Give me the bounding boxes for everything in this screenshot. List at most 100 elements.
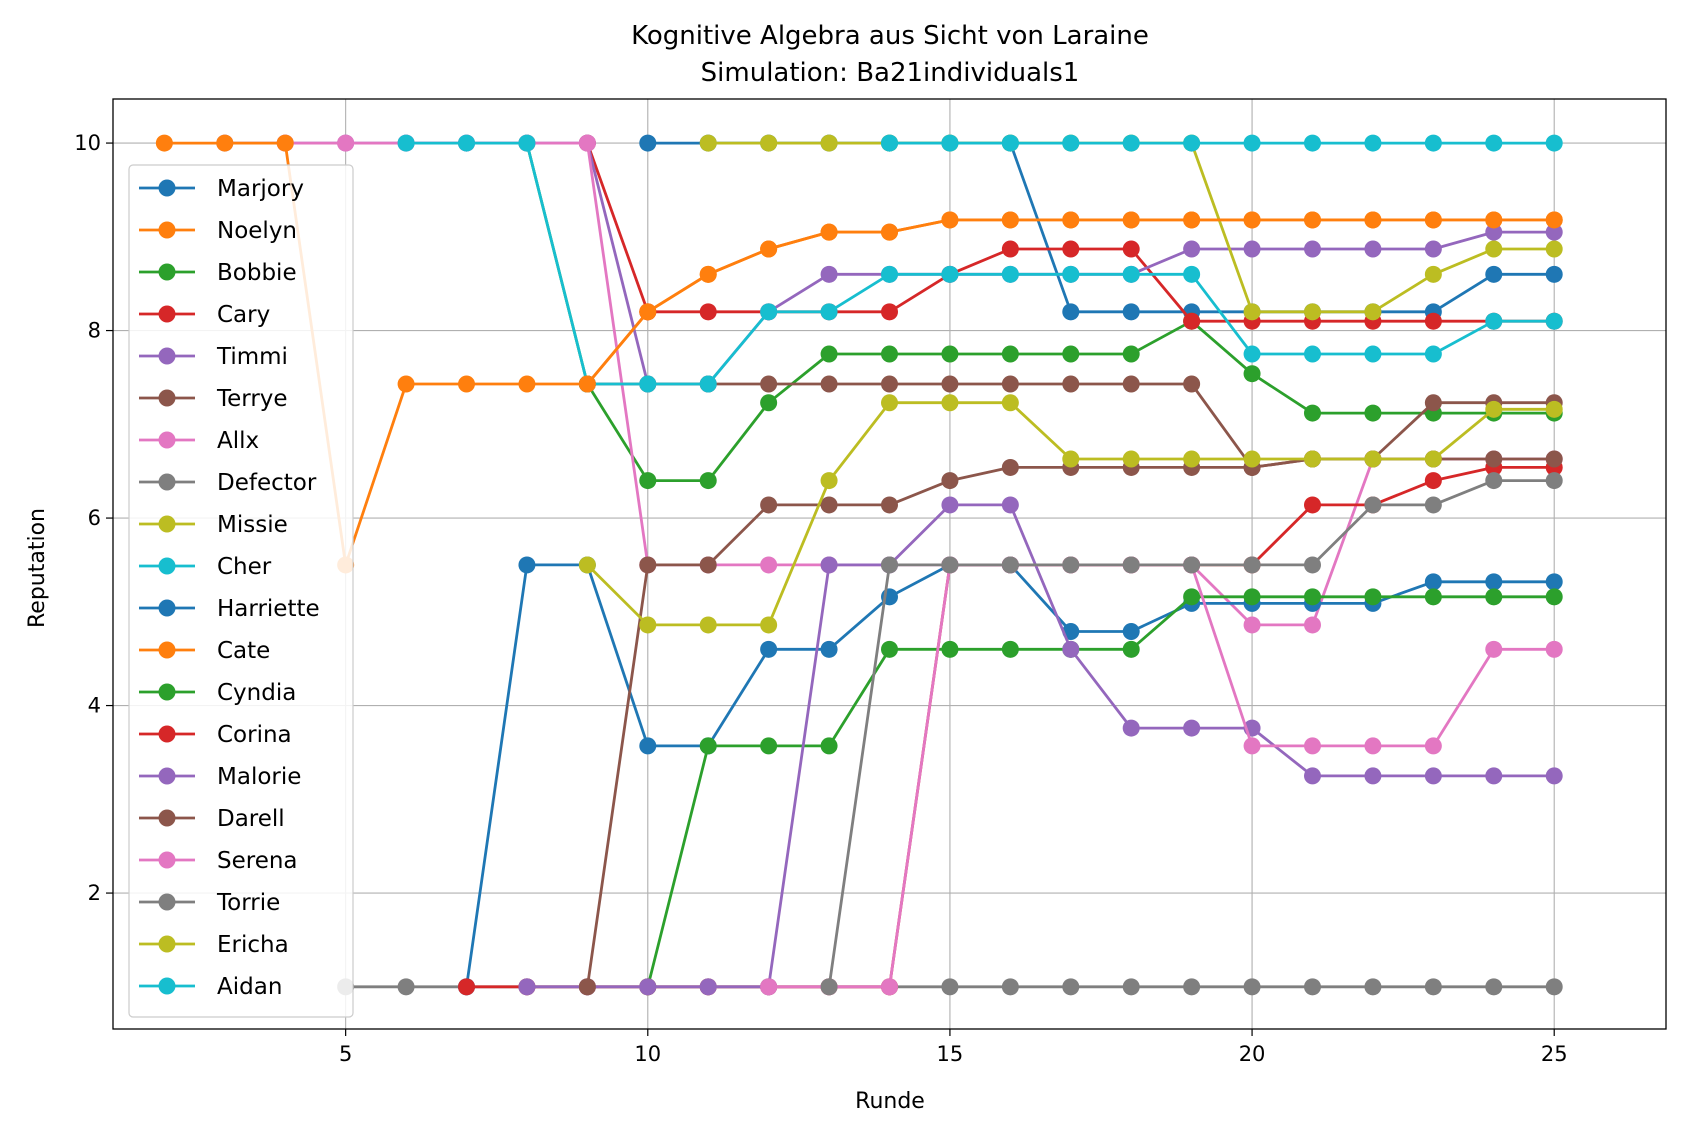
data-point-ericha [578,556,596,574]
series-bobbie [518,134,1563,490]
data-point-cate [1183,211,1201,229]
data-point-darell [699,556,717,574]
series-line-cher [406,141,1555,386]
plot-series [155,134,1563,996]
data-point-harriette [518,556,536,574]
data-point-harriette [1485,573,1503,591]
data-point-cyndia [820,737,838,755]
data-point-missie [1545,240,1563,258]
data-point-allx [578,134,596,152]
legend-label: Defector [217,470,317,496]
data-point-defector [1485,978,1503,996]
axis-ticks: 5 10 15 20 25 2 4 6 8 10 [74,131,1567,1066]
data-point-cher [760,303,778,321]
series-ericha [578,394,1563,634]
data-point-terrye [941,375,959,393]
data-point-aidan [941,134,959,152]
data-point-bobbie [881,345,898,363]
data-point-terrye [1062,375,1080,393]
legend-label: Aidan [217,974,282,1000]
y-tick-label: 8 [88,319,101,343]
legend-item-ericha: Ericha [139,932,289,958]
data-point-serena [1485,640,1503,658]
data-point-darell [760,496,778,514]
data-point-cate [1001,211,1019,229]
legend-marker [158,641,176,659]
data-point-cyndia [760,737,778,755]
series-line-malorie [526,503,1555,989]
data-point-aidan [1424,134,1442,152]
data-point-bobbie [1122,345,1140,363]
legend-label: Cyndia [217,680,296,706]
data-point-cate [155,134,173,152]
legend-item-terrye: Terrye [139,386,288,412]
data-point-cate [1062,211,1080,229]
data-point-cate [1243,211,1261,229]
legend-label: Cary [217,302,270,328]
data-point-cyndia [881,640,898,658]
legend-marker [158,515,176,533]
data-point-terrye [1424,394,1442,412]
data-point-malorie [1545,767,1563,785]
data-point-cher [1424,345,1442,363]
data-point-cate [276,134,294,152]
data-point-marjory [1122,303,1140,321]
data-point-corina [1424,472,1442,490]
legend-item-allx: Allx [139,428,259,454]
data-point-cher [1545,312,1563,330]
legend-item-marjory: Marjory [139,176,304,202]
data-point-defector [1122,978,1140,996]
data-point-cyndia [1424,588,1442,606]
data-point-cary [1183,312,1201,330]
legend-item-bobbie: Bobbie [139,260,297,286]
data-point-cate [216,134,234,152]
data-point-darell [941,472,959,490]
data-point-defector [1545,978,1563,996]
legend-marker [158,977,176,995]
data-point-cary [1062,240,1080,258]
data-point-cher [518,134,536,152]
data-point-bobbie [699,472,717,490]
data-point-cary [1424,312,1442,330]
data-point-aidan [1243,134,1261,152]
data-point-ericha [1122,450,1140,468]
legend-marker [158,221,176,239]
data-point-defector [1424,978,1442,996]
data-point-cyndia [1303,588,1321,606]
data-point-torrie [1243,556,1261,574]
series-cate [155,134,1563,574]
data-point-aidan [1545,134,1563,152]
legend-label: Harriette [217,596,320,622]
data-point-harriette [760,640,778,658]
data-point-cher [820,303,838,321]
legend-label: Missie [217,512,288,538]
data-point-cate [1424,211,1442,229]
data-point-aidan [1303,134,1321,152]
data-point-torrie [1303,556,1321,574]
data-point-torrie [941,556,959,574]
series-line-cate [164,141,1555,567]
data-point-bobbie [639,472,657,490]
data-point-torrie [1424,496,1442,514]
data-point-cate [1364,211,1382,229]
data-point-malorie [699,978,717,996]
data-point-cary [1001,240,1019,258]
data-point-harriette [1545,573,1563,591]
data-point-cate [941,211,959,229]
legend-item-cher: Cher [139,554,272,580]
data-point-darell [1545,450,1563,468]
data-point-cher [1364,345,1382,363]
data-point-ericha [1364,450,1382,468]
data-point-bobbie [1062,345,1080,363]
data-point-cher [1183,265,1201,283]
data-point-aidan [1183,134,1201,152]
data-point-allx [1243,616,1261,634]
data-point-cate [458,375,476,393]
data-point-darell [1485,450,1503,468]
data-point-terrye [1122,375,1140,393]
data-point-terrye [760,375,778,393]
chart-subtitle: Simulation: Ba21individuals1 [701,58,1080,88]
data-point-defector [941,978,959,996]
data-point-ericha [1243,450,1261,468]
